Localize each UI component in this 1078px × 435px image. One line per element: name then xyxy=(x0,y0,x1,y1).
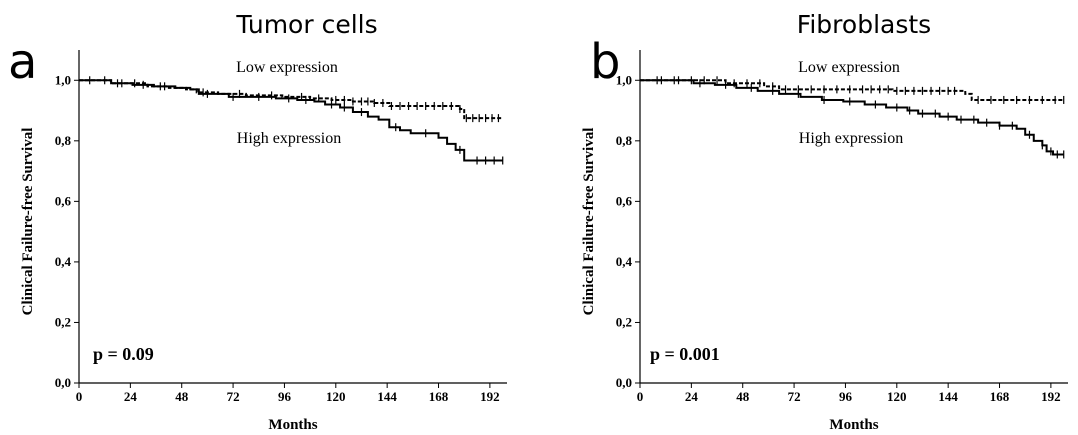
x-tick-label: 192 xyxy=(1041,389,1061,404)
y-tick-label: 0,6 xyxy=(55,193,72,208)
series-label-high-expression: High expression xyxy=(799,130,903,147)
x-tick-label: 120 xyxy=(887,389,907,404)
x-tick-label: 72 xyxy=(227,389,240,404)
x-tick-label: 120 xyxy=(326,389,346,404)
p-value-annotation: p = 0.09 xyxy=(93,344,154,364)
p-value-annotation: p = 0.001 xyxy=(650,344,720,364)
y-tick-label: 1,0 xyxy=(55,72,71,87)
x-tick-label: 192 xyxy=(480,389,500,404)
y-tick-label: 0,4 xyxy=(616,254,633,269)
x-tick-label: 48 xyxy=(175,389,189,404)
x-tick-label: 96 xyxy=(278,389,292,404)
x-tick-label: 144 xyxy=(938,389,958,404)
y-tick-label: 0,2 xyxy=(616,314,632,329)
x-tick-label: 0 xyxy=(76,389,83,404)
x-tick-label: 24 xyxy=(685,389,699,404)
x-tick-label: 0 xyxy=(637,389,644,404)
x-axis-title: Months xyxy=(829,417,878,433)
series-label-high-expression: High expression xyxy=(237,130,341,147)
chart-panel-a: Tumor cells a 0 24 48 72 96 120 144 168 192 0,0 0,2 0… xyxy=(8,10,507,433)
y-tick-label: 0,0 xyxy=(55,375,71,390)
chart-title: Fibroblasts xyxy=(797,10,931,39)
y-tick-label: 0,2 xyxy=(55,314,71,329)
y-tick-label: 1,0 xyxy=(616,72,632,87)
panel-letter: b xyxy=(590,34,620,90)
chart-title: Tumor cells xyxy=(235,10,377,39)
series-line-high-expression xyxy=(79,79,503,162)
y-tick-label: 0,4 xyxy=(55,254,72,269)
y-tick-label: 0,8 xyxy=(616,133,633,148)
x-tick-label: 168 xyxy=(429,389,449,404)
x-tick-label: 72 xyxy=(788,389,801,404)
chart-panel-b: Fibroblasts b 0 24 48 72 96 120 144 168 192 0,0 0,2 0… xyxy=(581,10,1068,433)
series-label-low-expression: Low expression xyxy=(798,59,900,76)
series-line-high-expression xyxy=(640,79,1064,156)
y-tick-label: 0,0 xyxy=(616,375,632,390)
panel-letter: a xyxy=(8,34,37,90)
x-tick-label: 24 xyxy=(124,389,138,404)
y-axis-title: Clinical Failure-free Survival xyxy=(20,128,36,316)
x-axis-title: Months xyxy=(268,417,317,433)
series-label-low-expression: Low expression xyxy=(236,59,338,76)
x-tick-label: 144 xyxy=(377,389,397,404)
y-tick-label: 0,6 xyxy=(616,193,633,208)
x-tick-label: 168 xyxy=(990,389,1010,404)
y-axis-title: Clinical Failure-free Survival xyxy=(581,128,597,316)
x-tick-label: 96 xyxy=(839,389,853,404)
y-tick-label: 0,8 xyxy=(55,133,72,148)
x-tick-label: 48 xyxy=(736,389,750,404)
